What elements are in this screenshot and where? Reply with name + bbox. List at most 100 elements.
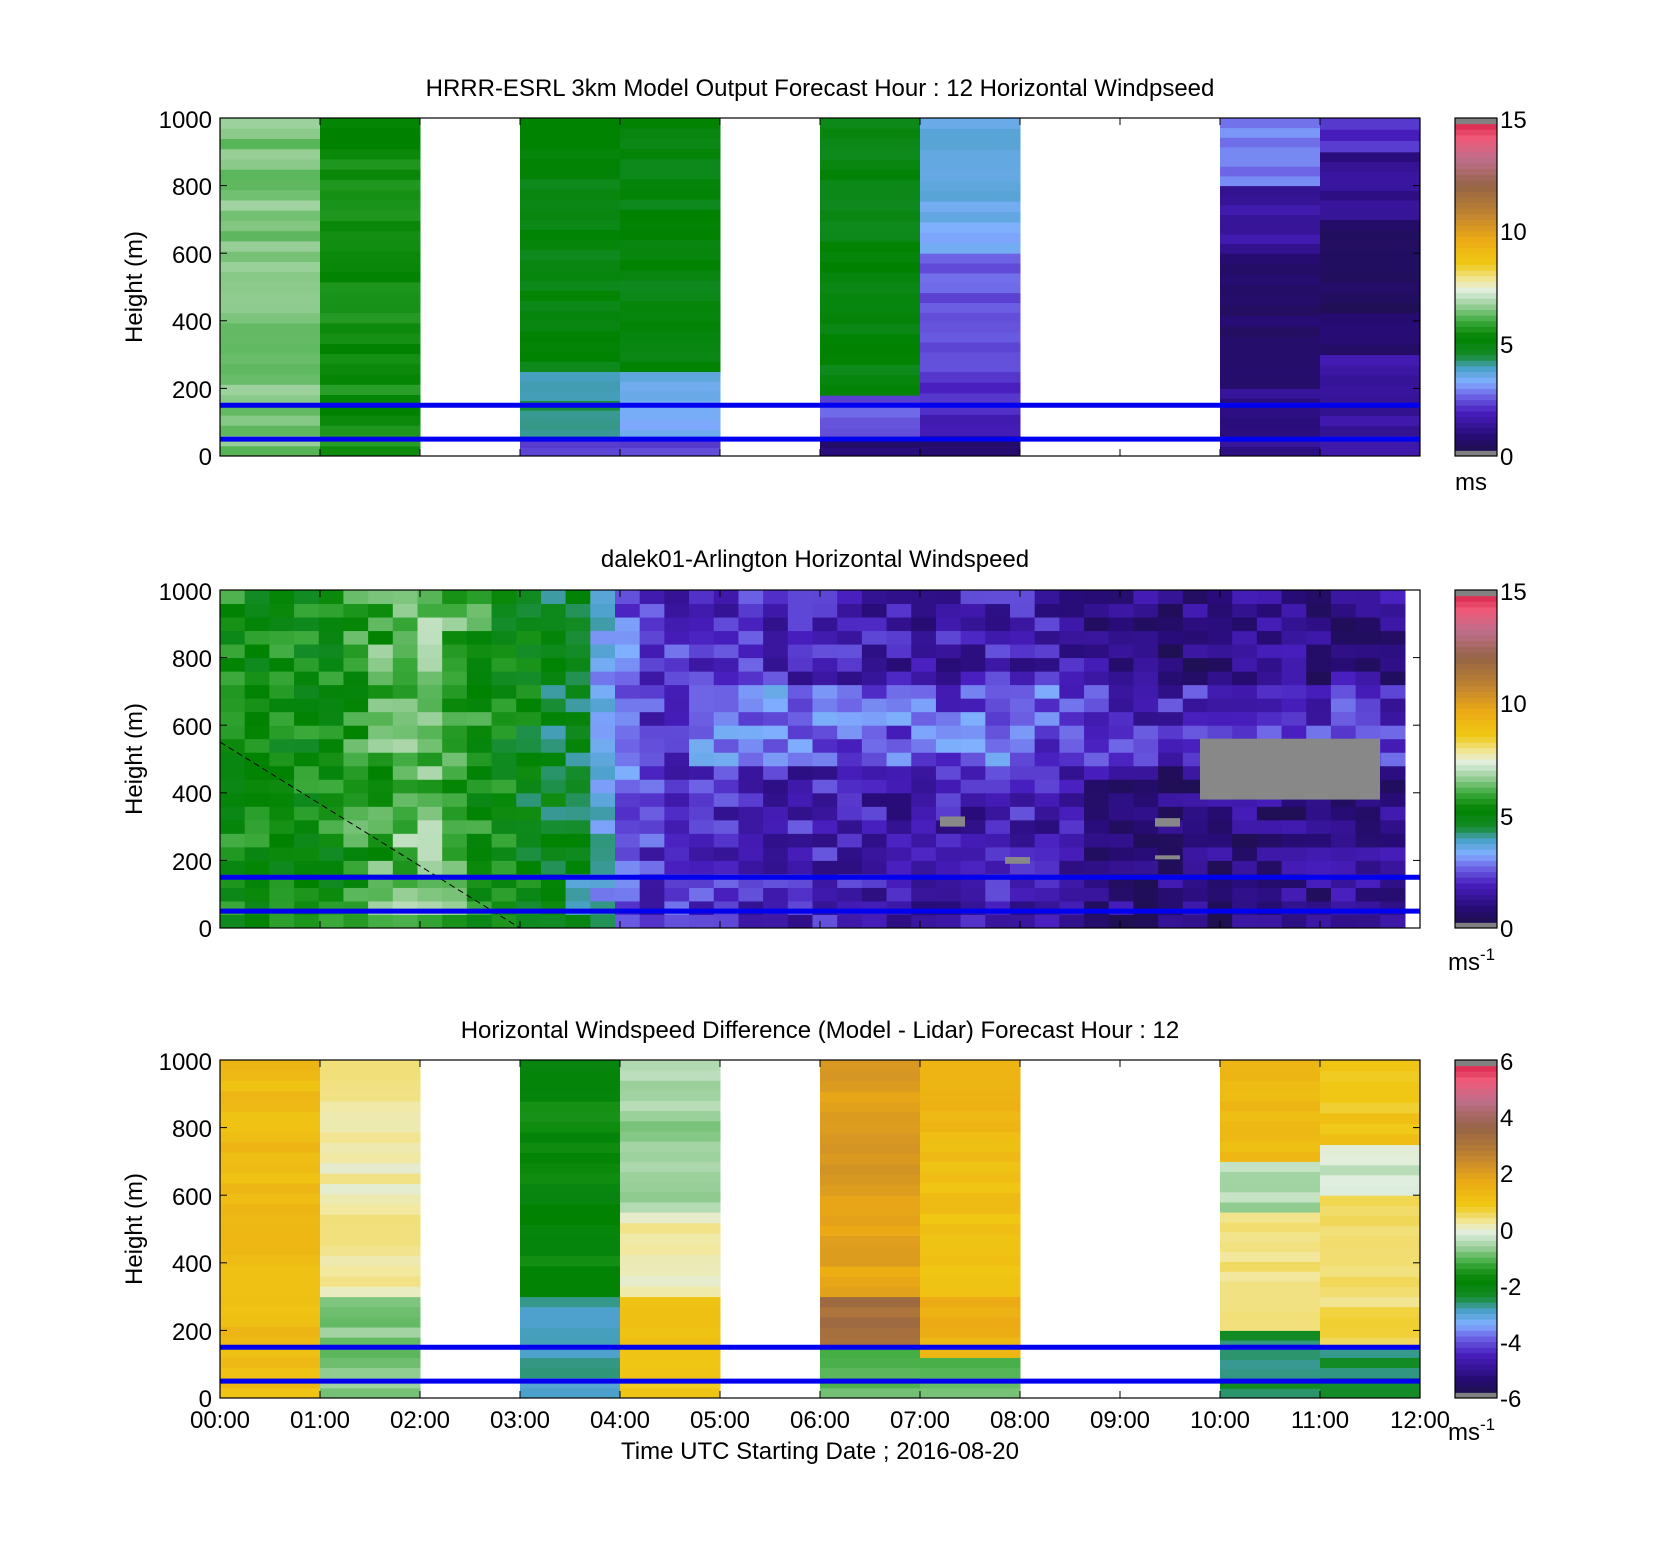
heatmap-cell <box>220 1070 321 1081</box>
heatmap-cell <box>1207 698 1233 713</box>
heatmap-cell <box>820 1091 921 1103</box>
heatmap-cell <box>565 657 591 672</box>
heatmap-cell <box>763 711 789 726</box>
heatmap-cell <box>294 603 320 618</box>
heatmap-cell <box>861 725 888 740</box>
heatmap-cell <box>520 148 621 160</box>
heatmap-cell <box>820 1347 921 1358</box>
heatmap-cell <box>294 630 320 645</box>
x-tick-label: 01:00 <box>290 1407 350 1434</box>
heatmap-cell <box>1059 833 1085 848</box>
heatmap-cell <box>620 280 721 291</box>
heatmap-cell <box>820 395 921 407</box>
colorbar-segment <box>1455 663 1497 670</box>
heatmap-cell <box>520 1101 621 1112</box>
heatmap-cell <box>664 617 690 632</box>
heatmap-cell <box>615 698 641 713</box>
heatmap-cell <box>244 630 270 645</box>
heatmap-cell <box>1133 833 1159 848</box>
heatmap-cell <box>269 644 295 659</box>
heatmap-cell <box>244 806 270 821</box>
heatmap-cell <box>960 765 986 780</box>
heatmap-cell <box>620 361 721 372</box>
heatmap-cell <box>763 617 789 632</box>
heatmap-cell <box>220 312 321 324</box>
heatmap-cell <box>516 792 542 807</box>
heatmap-cell <box>520 1296 621 1308</box>
heatmap-cell <box>620 300 721 312</box>
heatmap-cell <box>320 1111 421 1123</box>
colorbar-tick-label: 6 <box>1500 1049 1513 1076</box>
heatmap-cell <box>220 322 321 334</box>
heatmap-cell <box>837 833 863 848</box>
heatmap-cell <box>294 819 320 834</box>
colorbar-segment <box>1455 326 1497 333</box>
heatmap-cell <box>1084 860 1110 875</box>
colorbar-segment <box>1455 399 1497 406</box>
heatmap-cell <box>294 671 320 686</box>
heatmap-cell <box>1220 253 1321 265</box>
heatmap-cell <box>820 1112 921 1123</box>
heatmap-cell <box>620 1286 721 1298</box>
heatmap-cell <box>935 711 962 726</box>
heatmap-cell <box>920 1244 1021 1256</box>
heatmap-cell <box>812 792 838 807</box>
heatmap-cell <box>491 860 517 875</box>
heatmap-cell <box>1220 1130 1321 1142</box>
heatmap-cell <box>318 779 344 794</box>
colorbar-segment <box>1455 1369 1497 1376</box>
heatmap-cell <box>269 833 295 848</box>
colorbar-segment <box>1455 804 1497 811</box>
y-tick-label: 1000 <box>159 579 212 606</box>
heatmap-cell <box>320 261 421 273</box>
colorbar-segment <box>1455 820 1497 828</box>
heatmap-cell <box>1320 1347 1421 1358</box>
heatmap-cell <box>920 1090 1021 1102</box>
heatmap-cell <box>1182 590 1208 605</box>
heatmap-cell <box>220 363 321 375</box>
heatmap-cell <box>320 230 421 242</box>
heatmap-cell <box>1133 644 1159 659</box>
heatmap-cell <box>244 657 270 672</box>
y-tick-label: 600 <box>172 714 212 741</box>
heatmap-cell <box>320 1101 421 1112</box>
colorbar-segment <box>1455 860 1497 867</box>
heatmap-cell <box>320 1337 421 1348</box>
colorbar-segment <box>1455 646 1497 653</box>
heatmap-cell <box>886 698 912 713</box>
heatmap-cell <box>220 630 246 645</box>
colorbar-segment <box>1455 1251 1497 1258</box>
heatmap-cell <box>738 684 764 699</box>
heatmap-cell <box>920 322 1021 333</box>
heatmap-cell <box>220 302 321 314</box>
colorbar-segment <box>1455 1116 1497 1123</box>
heatmap-cell <box>763 644 789 659</box>
heatmap-cell <box>861 819 888 834</box>
heatmap-cell <box>343 779 369 794</box>
heatmap-cell <box>1380 846 1406 861</box>
heatmap-cell <box>1010 752 1036 767</box>
heatmap-cell <box>343 806 369 821</box>
colorbar-segment <box>1455 747 1497 754</box>
heatmap-cell <box>1108 671 1134 686</box>
heatmap-cell <box>1220 1161 1321 1173</box>
heatmap-cell <box>1281 590 1307 605</box>
heatmap-cell <box>368 698 394 713</box>
lidar-windspeed-panel: dalek01-Arlington Horizontal Windspeed 0… <box>121 546 1527 976</box>
heatmap-cell <box>1108 684 1134 699</box>
heatmap-cell <box>540 792 567 807</box>
heatmap-cell <box>1330 725 1357 740</box>
heatmap-cell <box>620 371 721 382</box>
heatmap-cell <box>565 887 591 902</box>
heatmap-cell <box>1034 833 1060 848</box>
heatmap-cell <box>620 1275 721 1287</box>
heatmap-cell <box>985 630 1011 645</box>
heatmap-cell <box>220 617 246 632</box>
heatmap-cell <box>1256 657 1283 672</box>
heatmap-cell <box>920 1357 1021 1369</box>
heatmap-cell <box>1380 819 1406 834</box>
heatmap-cell <box>220 1316 321 1327</box>
heatmap-cell <box>1182 887 1208 902</box>
heatmap-cell <box>220 404 321 416</box>
heatmap-cell <box>1320 1102 1421 1114</box>
